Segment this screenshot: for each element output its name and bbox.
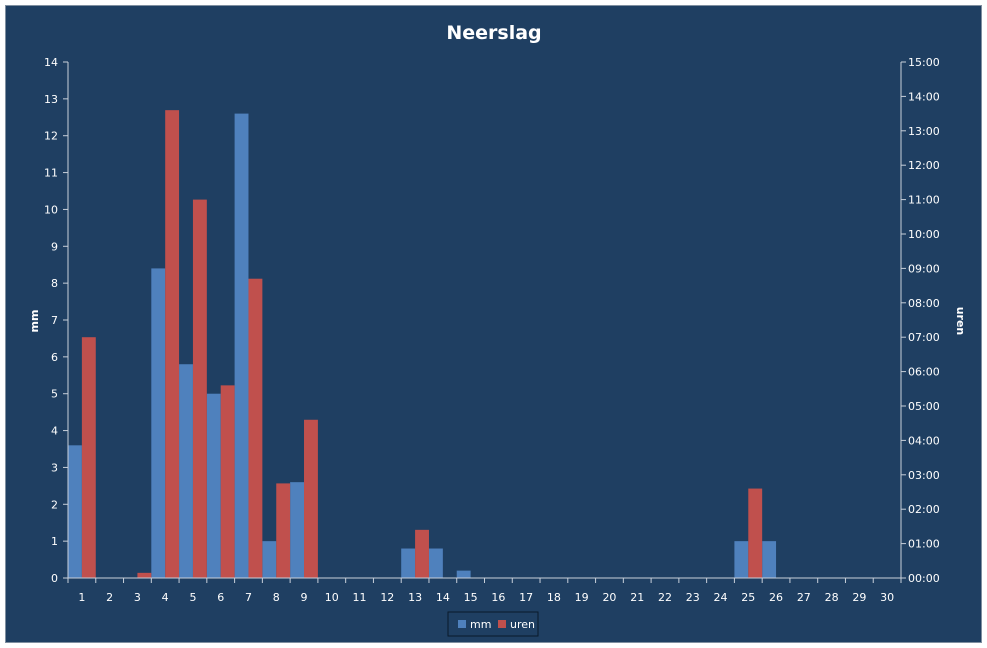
bar-mm-14 [428, 548, 443, 578]
x-tick-label-28: 28 [825, 591, 839, 604]
x-tick-label-19: 19 [575, 591, 589, 604]
bar-uren-1 [81, 337, 96, 578]
x-tick-label-21: 21 [630, 591, 644, 604]
x-tick-label-8: 8 [273, 591, 280, 604]
legend-label-mm: mm [470, 618, 491, 631]
x-tick-label-16: 16 [491, 591, 505, 604]
y2-tick-label-04:00: 04:00 [908, 434, 940, 447]
bar-mm-8 [262, 541, 277, 578]
y-tick-label-12: 12 [44, 130, 58, 143]
legend-box [447, 611, 539, 637]
y2-tick-label-11:00: 11:00 [908, 194, 940, 207]
x-tick-label-5: 5 [189, 591, 196, 604]
y2-tick-label-07:00: 07:00 [908, 331, 940, 344]
bar-mm-1 [68, 445, 82, 578]
y-tick-label-3: 3 [51, 461, 58, 474]
x-tick-label-17: 17 [519, 591, 533, 604]
bar-uren-3 [137, 572, 152, 578]
y2-tick-label-01:00: 01:00 [908, 538, 940, 551]
y2-tick-label-03:00: 03:00 [908, 469, 940, 482]
plot-area: 0123456789101112131400:0001:0002:0003:00… [44, 56, 940, 604]
x-tick-label-4: 4 [162, 591, 169, 604]
x-tick-label-1: 1 [78, 591, 85, 604]
x-tick-label-12: 12 [380, 591, 394, 604]
bar-uren-8 [276, 483, 291, 578]
bar-uren-4 [165, 110, 180, 578]
x-tick-label-22: 22 [658, 591, 672, 604]
x-tick-label-7: 7 [245, 591, 252, 604]
bar-mm-7 [234, 113, 249, 578]
bar-mm-4 [151, 268, 166, 578]
y-tick-label-11: 11 [44, 167, 58, 180]
chart-title: Neerslag [446, 22, 541, 44]
chart-frame: Neerslag mm uren 0 1 2 3 4 5 6 7 8 9 10 11 12 13 14 00:… [5, 5, 982, 643]
chart-svg: Neerslag mm uren 0123456789101112131400:… [28, 22, 967, 637]
legend: mm uren [447, 611, 539, 637]
y2-tick-label-13:00: 13:00 [908, 125, 940, 138]
legend-swatch-uren [498, 620, 506, 628]
bar-mm-13 [401, 548, 416, 578]
y-tick-label-2: 2 [51, 498, 58, 511]
y-tick-label-7: 7 [51, 314, 58, 327]
y2-tick-label-12:00: 12:00 [908, 159, 940, 172]
y2-tick-label-06:00: 06:00 [908, 366, 940, 379]
bar-uren-9 [304, 419, 318, 578]
y2-tick-label-09:00: 09:00 [908, 262, 940, 275]
x-tick-label-25: 25 [741, 591, 755, 604]
y2-tick-label-15:00: 15:00 [908, 56, 940, 69]
y-tick-label-4: 4 [51, 425, 58, 438]
y2-tick-label-14:00: 14:00 [908, 90, 940, 103]
y-tick-label-5: 5 [51, 388, 58, 401]
bar-uren-6 [220, 385, 235, 578]
bar-uren-5 [192, 199, 207, 578]
x-tick-label-18: 18 [547, 591, 561, 604]
bar-mm-5 [179, 364, 193, 578]
x-tick-label-30: 30 [880, 591, 894, 604]
x-tick-label-29: 29 [852, 591, 866, 604]
x-tick-label-6: 6 [217, 591, 224, 604]
bar-mm-6 [206, 393, 221, 578]
x-tick-label-14: 14 [436, 591, 450, 604]
y-tick-label-14: 14 [44, 56, 58, 69]
y-tick-label-0: 0 [51, 572, 58, 585]
bar-mm-26 [762, 541, 777, 578]
x-tick-label-9: 9 [301, 591, 308, 604]
bar-mm-15 [456, 570, 471, 578]
x-tick-label-11: 11 [353, 591, 367, 604]
y-tick-label-9: 9 [51, 240, 58, 253]
y2-tick-label-02:00: 02:00 [908, 503, 940, 516]
y-tick-label-8: 8 [51, 277, 58, 290]
x-tick-label-27: 27 [797, 591, 811, 604]
legend-swatch-mm [458, 620, 466, 628]
x-tick-label-13: 13 [408, 591, 422, 604]
bar-uren-25 [748, 488, 763, 578]
x-tick-label-23: 23 [686, 591, 700, 604]
bar-mm-9 [290, 482, 305, 578]
x-tick-label-24: 24 [714, 591, 728, 604]
legend-label-uren: uren [510, 618, 535, 631]
y-tick-label-13: 13 [44, 93, 58, 106]
bar-mm-25 [734, 541, 749, 578]
x-tick-label-10: 10 [325, 591, 339, 604]
y2-tick-label-10:00: 10:00 [908, 228, 940, 241]
y2-axis-title: uren [954, 307, 967, 336]
bar-uren-7 [248, 278, 263, 578]
bar-uren-13 [415, 529, 429, 578]
y2-tick-label-08:00: 08:00 [908, 297, 940, 310]
x-tick-label-2: 2 [106, 591, 113, 604]
y2-tick-label-00:00: 00:00 [908, 572, 940, 585]
x-tick-label-20: 20 [602, 591, 616, 604]
y-tick-label-10: 10 [44, 203, 58, 216]
y2-tick-label-05:00: 05:00 [908, 400, 940, 413]
x-tick-label-15: 15 [464, 591, 478, 604]
y-axis-title: mm [28, 310, 41, 333]
y-tick-label-6: 6 [51, 351, 58, 364]
x-tick-label-3: 3 [134, 591, 141, 604]
y-tick-label-1: 1 [51, 535, 58, 548]
x-tick-label-26: 26 [769, 591, 783, 604]
